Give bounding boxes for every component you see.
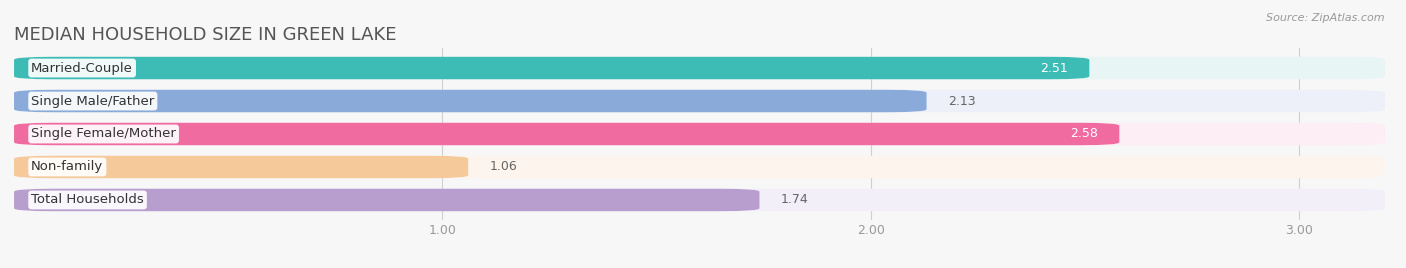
Text: 2.13: 2.13 (948, 95, 976, 107)
Text: 1.06: 1.06 (489, 161, 517, 173)
FancyBboxPatch shape (14, 123, 1385, 145)
FancyBboxPatch shape (14, 57, 1090, 79)
Text: MEDIAN HOUSEHOLD SIZE IN GREEN LAKE: MEDIAN HOUSEHOLD SIZE IN GREEN LAKE (14, 26, 396, 44)
Text: Single Male/Father: Single Male/Father (31, 95, 155, 107)
Text: 1.74: 1.74 (780, 193, 808, 206)
FancyBboxPatch shape (14, 189, 759, 211)
Text: Non-family: Non-family (31, 161, 104, 173)
Text: Source: ZipAtlas.com: Source: ZipAtlas.com (1267, 13, 1385, 23)
FancyBboxPatch shape (14, 123, 1119, 145)
FancyBboxPatch shape (14, 90, 1385, 112)
Text: Married-Couple: Married-Couple (31, 62, 134, 75)
Text: 2.58: 2.58 (1070, 128, 1098, 140)
FancyBboxPatch shape (14, 90, 927, 112)
FancyBboxPatch shape (14, 156, 468, 178)
FancyBboxPatch shape (14, 156, 1385, 178)
Text: 2.51: 2.51 (1040, 62, 1069, 75)
FancyBboxPatch shape (14, 57, 1385, 79)
Text: Total Households: Total Households (31, 193, 143, 206)
Text: Single Female/Mother: Single Female/Mother (31, 128, 176, 140)
FancyBboxPatch shape (14, 189, 1385, 211)
